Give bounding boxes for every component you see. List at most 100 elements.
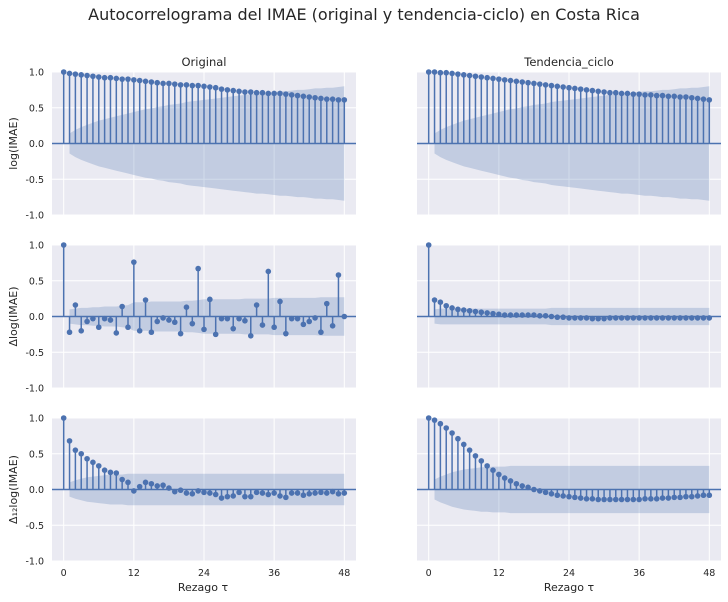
acf-point <box>443 425 450 431</box>
acf-point <box>154 79 161 86</box>
acf-point <box>283 330 289 337</box>
acf-point <box>677 94 683 100</box>
acf-point <box>306 94 313 100</box>
acf-point <box>230 325 237 332</box>
acf-point <box>72 71 79 77</box>
acf-point <box>531 486 537 493</box>
acf-point <box>90 459 96 466</box>
acf-point <box>242 317 248 324</box>
acf-point <box>431 297 438 303</box>
acf-point <box>125 479 131 486</box>
acf-point <box>700 96 707 102</box>
acf-point <box>455 435 461 442</box>
acf-point <box>212 491 219 498</box>
acf-point <box>142 297 149 303</box>
x-tick-label: 36 <box>268 568 280 579</box>
acf-point <box>700 315 707 321</box>
acf-point <box>425 415 432 421</box>
acf-point <box>501 312 508 318</box>
acf-panel-r1-c1 <box>417 242 721 389</box>
acf-point <box>683 315 689 321</box>
acf-point <box>455 306 461 313</box>
acf-point <box>513 480 520 487</box>
acf-point <box>247 89 254 95</box>
acf-point <box>131 488 137 494</box>
y-tick-label: 1.0 <box>29 414 44 425</box>
acf-point <box>466 447 473 453</box>
acf-point <box>148 329 155 336</box>
acf-point <box>683 493 689 500</box>
acf-point <box>341 313 348 320</box>
acf-point <box>624 315 631 321</box>
acf-point <box>624 496 631 503</box>
acf-point <box>460 72 467 78</box>
acf-point <box>478 74 485 80</box>
acf-point <box>501 77 508 83</box>
acf-point <box>431 69 438 75</box>
acf-point <box>201 326 207 333</box>
acf-point <box>177 82 184 88</box>
acf-point <box>548 490 555 497</box>
acf-point <box>665 93 672 100</box>
acf-panel-r0-c1: Tendencia_ciclo <box>417 55 721 216</box>
acf-point <box>283 91 289 97</box>
acf-point <box>294 315 301 322</box>
acf-panel-r2-c0: -1.0 -0.5 0.0 0.5 1.0 0 12 24 36 48 Δ₁₂log(IMAE) <box>7 414 356 579</box>
acf-point <box>131 259 137 265</box>
acf-point <box>329 96 336 102</box>
acf-point <box>335 272 342 278</box>
acf-point <box>72 447 79 453</box>
acf-point <box>72 302 79 308</box>
acf-point <box>583 87 590 93</box>
acf-point <box>242 89 248 95</box>
acf-point <box>107 74 114 81</box>
acf-point <box>542 489 549 496</box>
acf-point <box>247 333 254 339</box>
acf-point <box>589 87 596 94</box>
acf-point <box>323 490 330 496</box>
acf-point <box>636 315 642 321</box>
acf-point <box>554 492 561 499</box>
acf-point <box>607 496 613 503</box>
acf-point <box>455 71 461 77</box>
acf-point <box>66 329 73 336</box>
acf-point <box>706 492 713 499</box>
acf-point <box>66 70 73 77</box>
acf-point <box>484 310 490 316</box>
acf-point <box>525 79 531 86</box>
acf-point <box>548 313 555 320</box>
acf-point <box>259 322 266 328</box>
acf-point <box>478 458 485 464</box>
x-tick-label: 48 <box>338 568 350 579</box>
acf-point <box>341 490 348 496</box>
acf-point <box>496 311 502 318</box>
acf-point <box>636 496 642 503</box>
acf-point <box>90 73 96 80</box>
acf-point <box>119 76 125 82</box>
acf-point <box>618 90 625 97</box>
acf-point <box>78 450 85 457</box>
acf-point <box>484 74 490 81</box>
acf-point <box>201 83 207 90</box>
acf-point <box>472 73 479 80</box>
acf-point <box>329 488 336 495</box>
panels: -1.0 -0.5 0.0 0.5 1.0 Original log(IMAE) Tenden… <box>7 55 721 579</box>
acf-point <box>66 438 73 444</box>
acf-point <box>306 318 313 325</box>
acf-point <box>183 490 190 496</box>
acf-point <box>113 470 120 476</box>
acf-point <box>265 268 272 275</box>
acf-point <box>195 82 201 89</box>
acf-point <box>60 69 67 75</box>
acf-point <box>113 330 120 336</box>
acf-point <box>671 494 678 501</box>
acf-point <box>95 324 102 331</box>
figure-title: Autocorrelograma del IMAE (original y te… <box>88 5 640 24</box>
acf-point <box>607 315 613 321</box>
acf-point <box>572 315 578 321</box>
acf-point <box>136 77 143 84</box>
acf-point <box>595 315 602 322</box>
acf-point <box>577 495 584 501</box>
acf-point <box>60 242 67 248</box>
acf-point <box>107 469 114 476</box>
